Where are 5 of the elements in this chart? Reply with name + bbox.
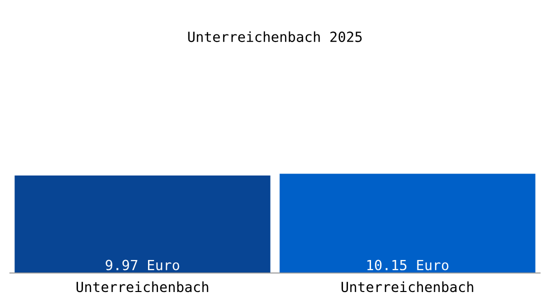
data-label: 9.97 Euro [106,260,180,270]
chart-title: Unterreichenbach 2025 [188,31,362,42]
data-label: 10.15 Euro [367,260,448,270]
x-tick-label: Unterreichenbach [342,281,474,292]
x-tick-label: Unterreichenbach [76,281,208,292]
